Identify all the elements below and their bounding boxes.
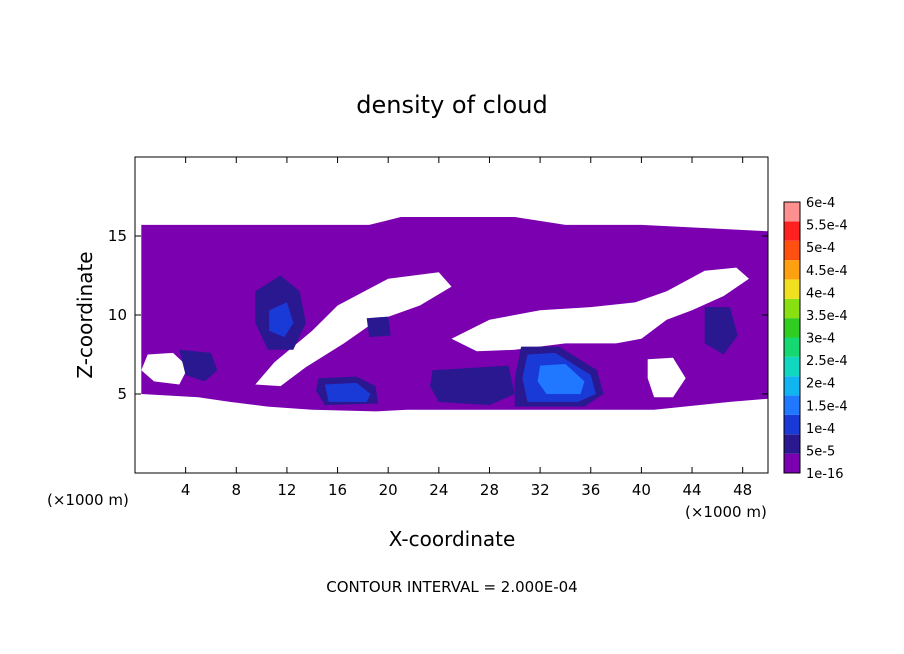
- x-tick-label: 36: [581, 481, 600, 499]
- colorbar-label: 5e-5: [806, 444, 835, 459]
- y-axis-ticks: 5 10 15: [108, 227, 768, 403]
- x-tick-label: 12: [277, 481, 296, 499]
- contour-region-level-1: [366, 316, 391, 338]
- x-tick-label: 40: [632, 481, 651, 499]
- colorbar-label: 5.5e-4: [806, 219, 848, 234]
- x-tick-label: 44: [682, 481, 701, 499]
- y-tick-label: 10: [108, 306, 127, 324]
- y-tick-label: 5: [117, 385, 127, 403]
- colorbar-swatch: [784, 298, 800, 319]
- contour-interval-note: CONTOUR INTERVAL = 2.000E-04: [326, 578, 577, 596]
- colorbar-swatch: [784, 376, 800, 396]
- contour-region-level-1: [704, 307, 738, 355]
- x-tick-label: 16: [328, 481, 347, 499]
- contour-region-level-1: [179, 349, 218, 382]
- colorbar-swatch: [784, 202, 800, 222]
- clear-air-region: [451, 267, 749, 352]
- x-tick-label: 4: [181, 481, 191, 499]
- colorbar-swatch: [784, 453, 800, 473]
- x-unit-left: (×1000 m): [47, 491, 129, 509]
- colorbar-swatch: [784, 356, 800, 377]
- colorbar-swatch: [784, 279, 800, 299]
- x-unit-right: (×1000 m): [685, 503, 767, 521]
- colorbar-label: 6e-4: [806, 196, 835, 211]
- contour-region-level-1: [430, 365, 515, 406]
- clear-air-region: [647, 357, 686, 398]
- colorbar-swatch: [784, 434, 800, 454]
- colorbar-swatch: [784, 260, 800, 280]
- colorbar-swatch: [784, 337, 800, 357]
- x-axis-ticks: 4 8 12 16 20 24 28 32 36 40 44 48: [181, 157, 752, 499]
- colorbar-label: 2e-4: [806, 377, 835, 392]
- colorbar-label: 3.5e-4: [806, 309, 848, 324]
- colorbar: 1e-16 5e-5 1e-4 1.5e-4 2e-4 2.5e-4 3e-4 3.5e-4 4…: [783, 196, 848, 482]
- chart-title: density of cloud: [356, 91, 547, 119]
- colorbar-frame: [783, 201, 801, 474]
- x-tick-label: 48: [733, 481, 752, 499]
- colorbar-swatch: [784, 221, 800, 241]
- x-tick-label: 32: [531, 481, 550, 499]
- colorbar-swatch: [784, 240, 800, 261]
- colorbar-label: 2.5e-4: [806, 354, 848, 369]
- clear-air-region: [141, 352, 189, 385]
- plot-area: [134, 156, 769, 474]
- colorbar-label: 1e-4: [806, 422, 835, 437]
- colorbar-swatch: [784, 395, 800, 415]
- y-tick-label: 15: [108, 227, 127, 245]
- colorbar-swatch: [784, 318, 800, 338]
- x-axis-label: X-coordinate: [389, 527, 516, 551]
- colorbar-label: 1e-16: [806, 467, 844, 482]
- colorbar-label: 3e-4: [806, 332, 835, 347]
- colorbar-label: 4e-4: [806, 286, 835, 301]
- contour-region-level-2: [269, 302, 294, 338]
- contour-region-level-3: [537, 364, 585, 394]
- colorbar-label: 4.5e-4: [806, 264, 848, 279]
- clear-air-region: [255, 272, 452, 387]
- x-tick-label: 8: [232, 481, 242, 499]
- x-tick-label: 24: [429, 481, 448, 499]
- contour-fills: [141, 217, 769, 412]
- x-tick-label: 20: [379, 481, 398, 499]
- y-axis-label: Z-coordinate: [73, 251, 97, 378]
- colorbar-label: 1.5e-4: [806, 399, 848, 414]
- colorbar-label: 5e-4: [806, 241, 835, 256]
- colorbar-swatch: [784, 414, 800, 435]
- x-tick-label: 28: [480, 481, 499, 499]
- contour-region-level-2: [324, 382, 371, 402]
